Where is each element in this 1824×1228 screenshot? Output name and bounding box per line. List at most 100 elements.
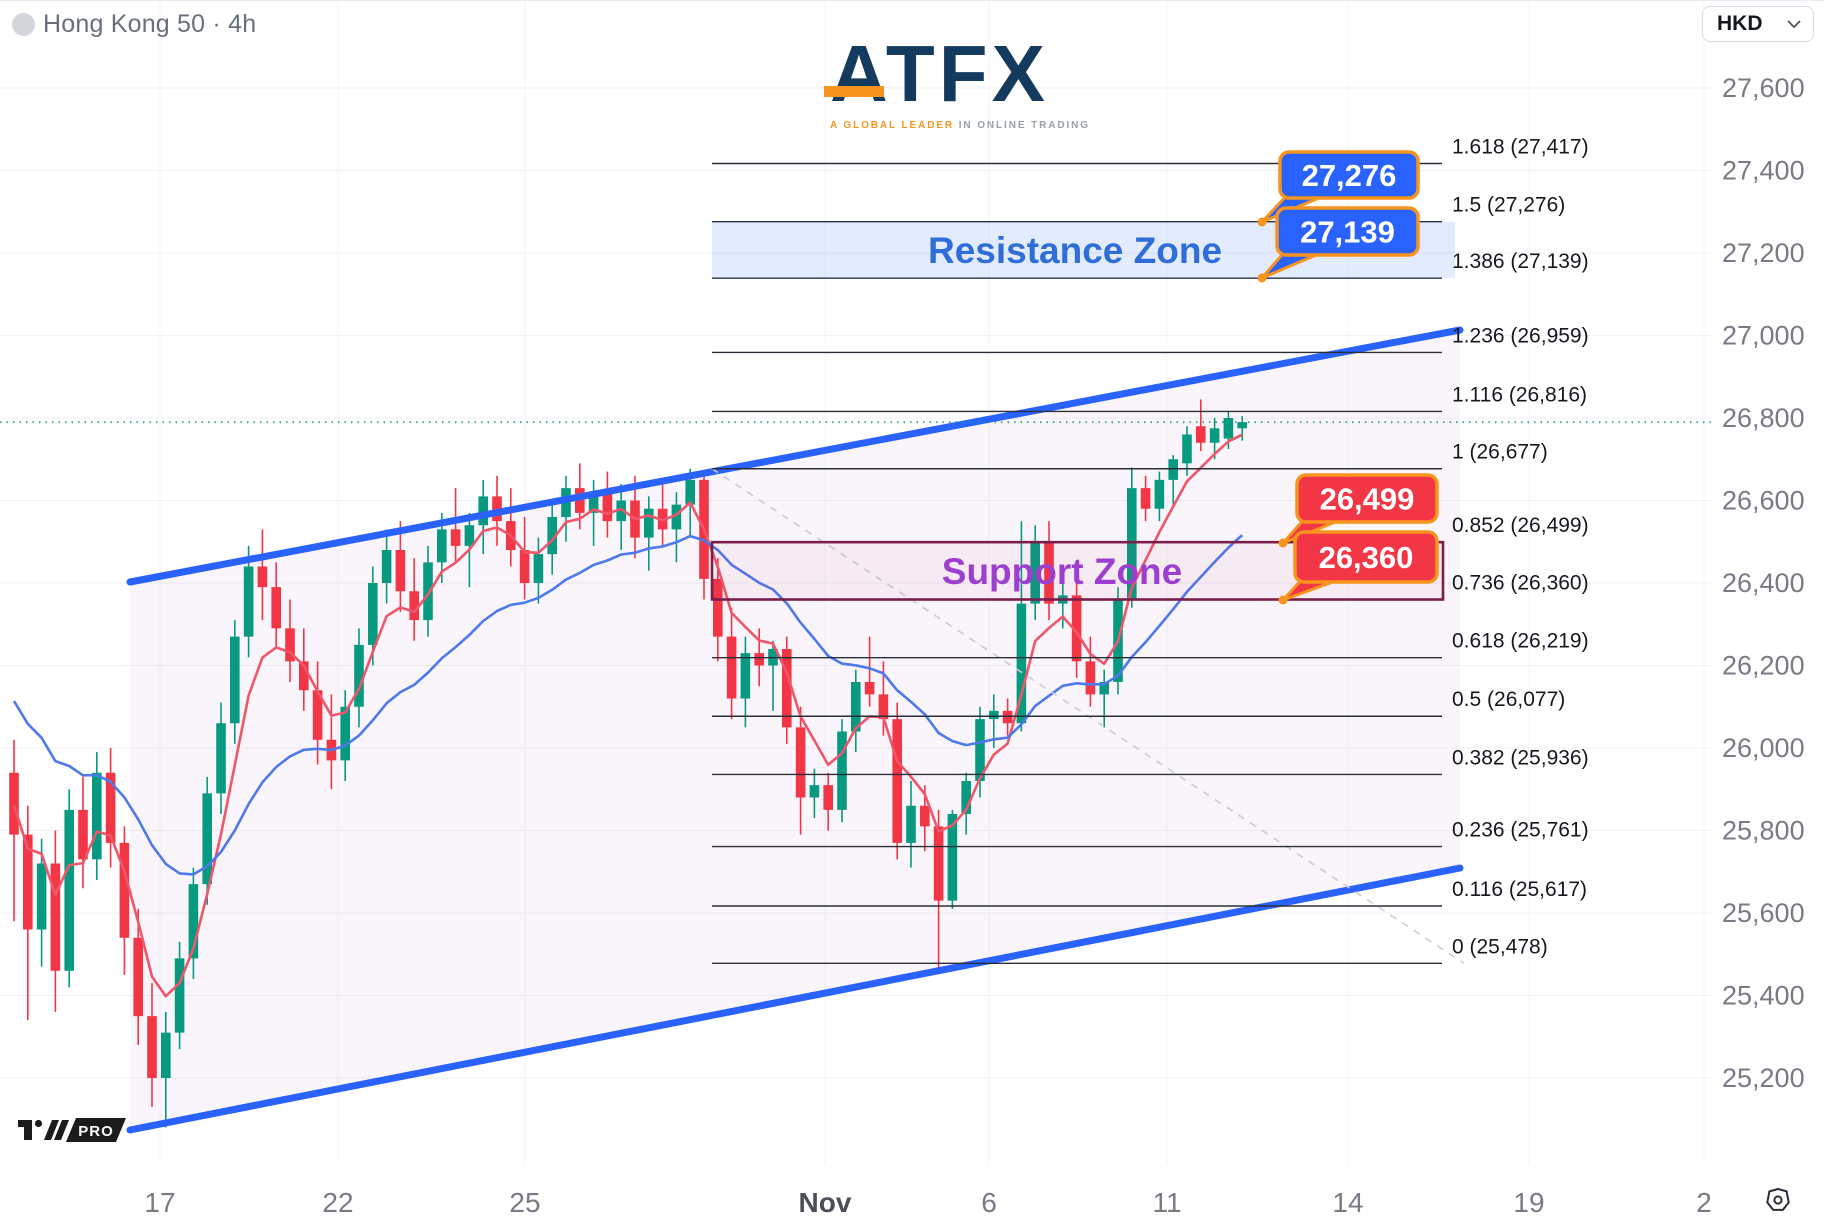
price-badge-27139[interactable]: 27,139 [1257, 206, 1420, 283]
y-tick-label: 27,600 [1722, 73, 1805, 103]
candle [1196, 399, 1206, 451]
candle [202, 776, 212, 905]
symbol-header: Hong Kong 50 · 4h [12, 10, 256, 39]
fib-label-1: 1 (26,677) [1452, 441, 1548, 464]
candle-body [492, 496, 502, 522]
candle [851, 669, 861, 753]
settings-icon[interactable] [1766, 1188, 1790, 1211]
candle [147, 983, 157, 1107]
candle [188, 867, 199, 979]
candle-body [271, 587, 281, 629]
candle-body [1209, 428, 1220, 443]
candle-body [133, 937, 143, 1017]
candle [64, 789, 74, 988]
fib-label-0.382: 0.382 (25,936) [1452, 746, 1589, 769]
candle-body [588, 492, 599, 513]
candle-body [257, 566, 268, 588]
y-tick-label: 27,200 [1722, 238, 1805, 268]
candle-body [230, 636, 240, 724]
candle [740, 636, 751, 728]
candle-body [933, 826, 944, 901]
fib-label-1.5: 1.5 (27,276) [1452, 194, 1565, 217]
fib-label-0.116: 0.116 (25,617) [1452, 878, 1587, 901]
channel-lower-line[interactable] [126, 864, 1464, 1134]
candle-body [616, 500, 626, 522]
candle-body [92, 772, 102, 860]
candle-body [920, 805, 930, 827]
candle [864, 636, 875, 707]
candle-body [395, 550, 406, 592]
y-tick-label: 26,800 [1722, 403, 1805, 433]
candle [713, 558, 723, 662]
candle-body [1002, 710, 1013, 724]
x-axis[interactable]: 17 22 25 Nov 6 11 14 19 2 [144, 1187, 1711, 1218]
channel-fill [130, 330, 1460, 1130]
candle [450, 488, 461, 563]
badge-rect[interactable] [1278, 150, 1420, 200]
candle-body [299, 661, 309, 691]
candle-body [1044, 541, 1054, 604]
candle-body [354, 644, 364, 707]
candle [161, 1012, 171, 1128]
badge-anchor-dot [1257, 273, 1267, 283]
candle [906, 781, 916, 868]
candle [1182, 426, 1192, 476]
candle [616, 484, 626, 550]
candle-body [671, 504, 682, 530]
candle [726, 607, 737, 720]
x-tick-label: 17 [144, 1187, 175, 1218]
x-tick-label: Nov [799, 1187, 852, 1218]
candle [312, 661, 323, 765]
candle [1085, 636, 1096, 707]
badge-rect[interactable] [1275, 206, 1420, 257]
candle-body [23, 834, 33, 930]
candle-body [975, 719, 985, 781]
price-badge-26360[interactable]: 26,360 [1278, 530, 1439, 605]
candle-body [823, 785, 833, 810]
y-tick-label: 25,400 [1722, 981, 1805, 1011]
candle-body [1196, 426, 1206, 443]
candle-body [202, 793, 212, 885]
tradingview-logo[interactable]: PRO [18, 1118, 126, 1142]
candle [50, 830, 61, 1012]
candle [119, 826, 130, 975]
price-badge-26499[interactable]: 26,499 [1278, 473, 1439, 548]
candle-body [947, 814, 958, 901]
currency-selector[interactable]: HKD [1702, 6, 1814, 42]
channel-upper-line[interactable] [126, 326, 1464, 586]
badge-text: 26,499 [1320, 482, 1415, 517]
candle [395, 521, 406, 612]
separator-dot: · [212, 10, 221, 38]
settings-icon-outline [1766, 1188, 1790, 1211]
candle [795, 706, 806, 835]
fib-label-0.852: 0.852 (26,499) [1452, 514, 1589, 537]
candle-body [50, 863, 61, 971]
candle [933, 809, 944, 971]
atfx-wordmark: ATFX [830, 29, 1049, 118]
y-axis[interactable]: 27,600 27,400 27,200 27,000 26,800 26,600 26,4… [1722, 73, 1805, 1093]
candle-body [961, 781, 971, 814]
badge-rect[interactable] [1293, 530, 1439, 584]
candle-body [1099, 682, 1109, 695]
candle [671, 492, 682, 563]
candle [230, 620, 240, 744]
candle [216, 702, 226, 814]
candle-body [906, 805, 916, 843]
badge-rect[interactable] [1295, 473, 1439, 524]
atfx-orange-bar [824, 86, 884, 97]
badge-anchor-dot [1278, 595, 1288, 605]
fib-label-1.236: 1.236 (26,959) [1452, 324, 1589, 347]
candle-body [368, 583, 378, 645]
candle-body [1030, 541, 1040, 604]
candle [533, 537, 544, 604]
candle [892, 702, 902, 860]
candle-body [533, 554, 544, 583]
tv-glyph-dot [34, 1119, 43, 1128]
candlestick-series [9, 399, 1247, 1128]
candle-body [892, 719, 902, 843]
candle-body [216, 723, 226, 794]
y-tick-label: 27,000 [1722, 321, 1805, 351]
candle-body [36, 863, 47, 930]
candle [243, 545, 254, 658]
